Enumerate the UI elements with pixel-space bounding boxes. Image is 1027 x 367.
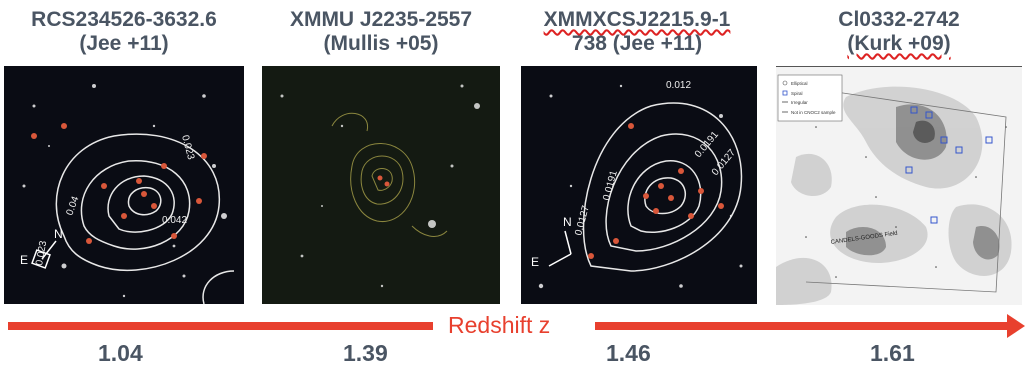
panel-4-image: Elliptical Spiral Irregular Not in CNOC2… — [776, 66, 1022, 305]
panel-1-compass-e: E — [20, 253, 28, 267]
panel-2-title: XMMU J2235-2557 (Mullis +05) — [262, 8, 500, 56]
panel-3-compass-e: E — [531, 255, 539, 269]
panel-1-contour-label-3: 0.023 — [34, 240, 49, 267]
panel-3-graphic: 0.012 0.0191 0.0127 0.0191 0.0127 E N — [531, 80, 743, 289]
redshift-axis-label: Redshift z — [448, 312, 551, 338]
panel-1-compass-icon — [31, 240, 57, 269]
panel-1-title-line1: RCS234526-3632.6 — [31, 8, 217, 31]
panel-1-contour-label-2: 0.042 — [162, 215, 187, 226]
panel-4-legend-3: Irregular — [791, 100, 808, 105]
panel-3-contour-label-4: 0.0191 — [601, 169, 620, 202]
panel-2-graphic — [280, 84, 480, 288]
panel-3-title-line1: XMMXCSJ2215.9-1 — [543, 8, 731, 31]
redshift-value-2: 1.39 — [343, 340, 388, 366]
panel-2-image — [262, 66, 500, 304]
panel-3-contour-label-1: 0.012 — [666, 80, 691, 91]
redshift-value-4: 1.61 — [870, 340, 915, 366]
panel-2-title-line2: (Mullis +05) — [323, 32, 439, 55]
panel-3-contour-label-3: 0.0127 — [710, 147, 738, 178]
panel-3-compass-icon — [548, 230, 572, 267]
panel-1-image: 0.023 0.042 0.023 0.04 E N — [4, 66, 244, 304]
redshift-value-3: 1.46 — [606, 340, 651, 366]
panel-3-image: 0.012 0.0191 0.0127 0.0191 0.0127 E N — [521, 66, 757, 304]
panel-2-title-line1: XMMU J2235-2557 — [289, 8, 473, 31]
panel-4-graphic: Elliptical Spiral Irregular Not in CNOC2… — [776, 74, 1012, 305]
redshift-arrow-right — [595, 322, 1009, 330]
arrowhead-icon — [1007, 314, 1025, 338]
redshift-value-1: 1.04 — [98, 340, 143, 366]
panel-3-title: XMMXCSJ2215.9-1 738 (Jee +11) — [517, 8, 757, 56]
panel-4-legend-1: Elliptical — [791, 81, 808, 86]
panel-1-title: RCS234526-3632.6 (Jee +11) — [4, 8, 244, 56]
panel-4-title-line1: Cl0332-2742 — [838, 8, 960, 31]
panel-3-compass-n: N — [563, 215, 572, 229]
panel-1-contour-label-4: 0.04 — [64, 195, 81, 217]
panel-4-title: Cl0332-2742 (Kurk +09) — [776, 8, 1022, 56]
panel-1-title-line2: (Jee +11) — [79, 32, 169, 55]
panel-1-contour-label-1: 0.023 — [179, 134, 196, 161]
panel-4-legend-2: Spiral — [791, 91, 803, 96]
panel-4-title-line2: (Kurk +09) — [847, 32, 951, 55]
panel-4-legend-4: Not in CNOC2 sample — [791, 110, 836, 115]
panel-3-title-line2: 738 (Jee +11) — [571, 32, 703, 55]
panel-1-compass-n: N — [54, 227, 63, 241]
panel-1-graphic: 0.023 0.042 0.023 0.04 E N — [20, 84, 235, 304]
redshift-arrow-left — [8, 322, 433, 330]
panel-3-contour-label-5: 0.0127 — [573, 204, 592, 237]
panel-3-contour-label-2: 0.0191 — [693, 129, 721, 160]
